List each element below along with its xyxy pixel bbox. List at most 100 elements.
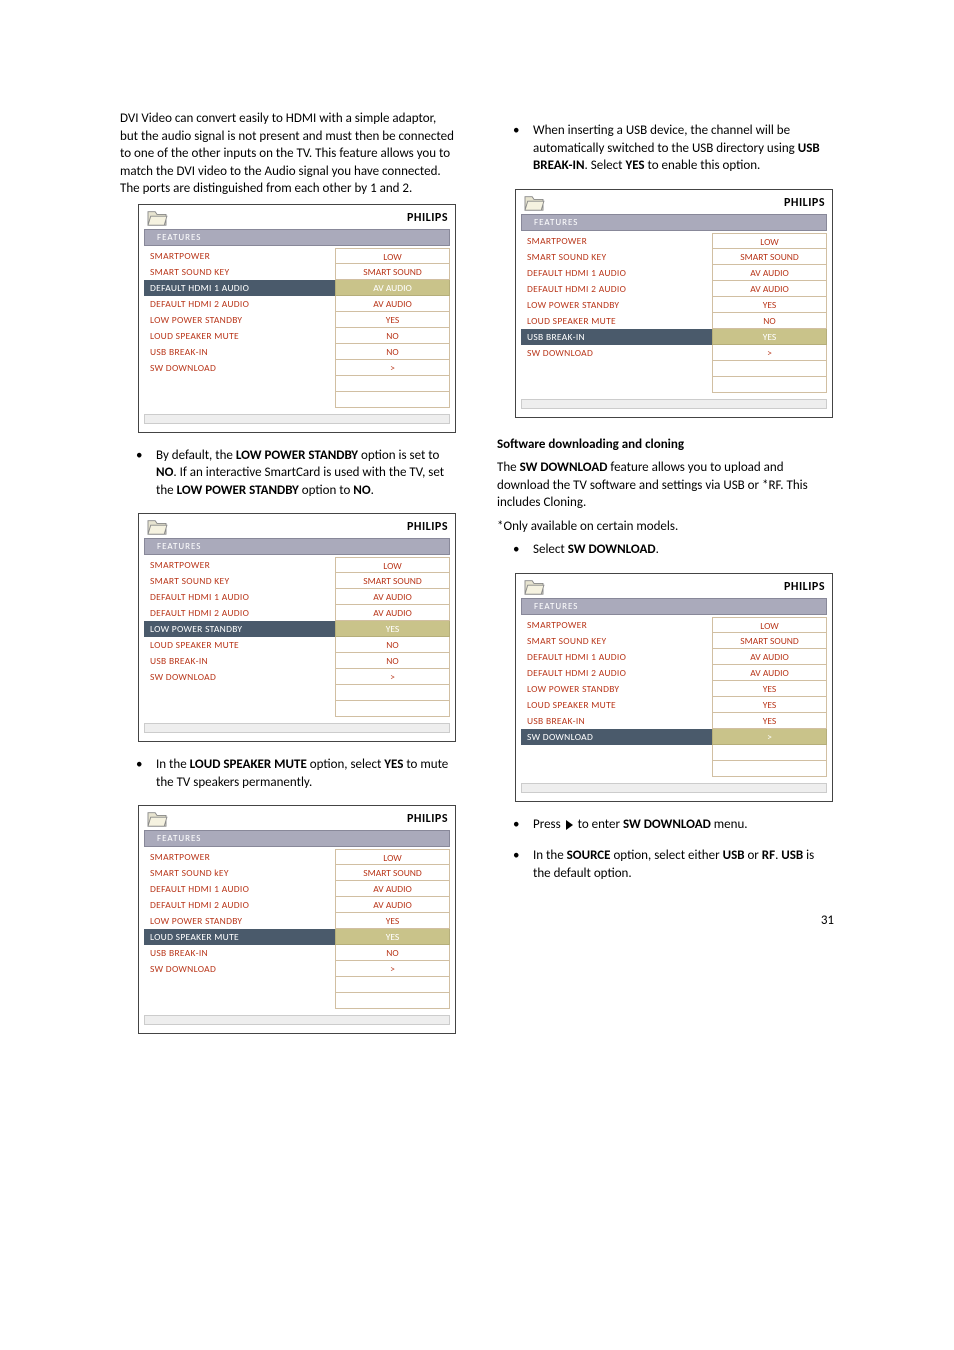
bullet-dot: • [513,122,519,175]
folder-icon [146,209,168,227]
menu-row-value: LOW [335,849,450,865]
menu-row-label: SW DOWNLOAD [144,360,335,376]
menu-row[interactable]: USB BREAK-INNO [144,945,450,961]
page-number: 31 [497,913,834,928]
menu-row[interactable]: SMART SOUND kEYSMART SOUND [144,865,450,881]
menu-row[interactable]: USB BREAK-INYES [521,329,827,345]
menu-row-label: SW DOWNLOAD [521,729,712,745]
menu-row[interactable]: LOW POWER STANDBYYES [144,913,450,929]
menu-row[interactable]: LOUD SPEAKER MUTENO [144,328,450,344]
menu-row[interactable]: LOUD SPEAKER MUTENO [521,313,827,329]
brand-label: PHILIPS [784,196,825,210]
menu-row-value: YES [335,621,450,637]
menu-row-value: YES [712,713,827,729]
brand-label: PHILIPS [407,211,448,225]
menu-row-value: NO [335,637,450,653]
features-bar: FEATURES [144,229,450,246]
bullet-dot: • [513,541,519,559]
menu-row-label: DEFAULT HDMI 2 AUDIO [144,605,335,621]
menu-row-label: SMARTPOWER [521,233,712,249]
menu-row-value: SMART SOUND [712,633,827,649]
menu-row-value: AV AUDIO [335,296,450,312]
menu-row[interactable]: DEFAULT HDMI 2 AUDIOAV AUDIO [521,281,827,297]
menu-row-value: YES [335,312,450,328]
menu-row[interactable]: SW DOWNLOAD> [144,961,450,977]
menu-row-value: > [335,669,450,685]
menu-row-value: > [335,360,450,376]
menu-row[interactable]: USB BREAK-INYES [521,713,827,729]
menu-rows: SMARTPOWERLOWSMART SOUND KEYSMART SOUNDD… [144,248,450,408]
menu-row-empty [144,977,450,993]
bullet-select-sw: • Select SW DOWNLOAD. [497,541,834,559]
menu-row-value: AV AUDIO [335,280,450,296]
menu-row-label: SW DOWNLOAD [144,669,335,685]
menu-row-value: SMART SOUND [335,865,450,881]
menu-row[interactable]: SMARTPOWERLOW [521,617,827,633]
menu-row[interactable]: SMARTPOWERLOW [521,233,827,249]
menu-row-label: SW DOWNLOAD [521,345,712,361]
menu-row-empty [521,761,827,777]
bullet-source: • In the SOURCE option, select either US… [497,847,834,882]
menu-rows: SMARTPOWERLOWSMART SOUND KEYSMART SOUNDD… [521,233,827,393]
menu-row[interactable]: LOUD SPEAKER MUTENO [144,637,450,653]
folder-icon [523,194,545,212]
menu-row[interactable]: DEFAULT HDMI 2 AUDIOAV AUDIO [144,296,450,312]
menu-bottom-bar [144,1015,450,1025]
menu-row[interactable]: DEFAULT HDMI 2 AUDIOAV AUDIO [144,605,450,621]
menu-row[interactable]: SW DOWNLOAD> [521,729,827,745]
menu-row-label: SMARTPOWER [144,849,335,865]
menu-row-value: YES [335,929,450,945]
menu-row-value: SMART SOUND [335,264,450,280]
menu-row-value: > [712,729,827,745]
menu-row[interactable]: DEFAULT HDMI 1 AUDIOAV AUDIO [144,280,450,296]
left-column: DVI Video can convert easily to HDMI wit… [120,110,457,1048]
menu-row[interactable]: USB BREAK-INNO [144,344,450,360]
menu-row[interactable]: DEFAULT HDMI 1 AUDIOAV AUDIO [521,265,827,281]
menu-row[interactable]: LOUD SPEAKER MUTEYES [144,929,450,945]
menu-row-empty [144,392,450,408]
menu-row-label: SMART SOUND KEY [144,264,335,280]
menu-row[interactable]: LOW POWER STANDBYYES [144,621,450,637]
menu-row-label: DEFAULT HDMI 2 AUDIO [521,665,712,681]
menu-row-label: LOW POWER STANDBY [144,312,335,328]
menu-row[interactable]: USB BREAK-INNO [144,653,450,669]
menu-row-label: LOW POWER STANDBY [144,913,335,929]
sw-paragraph: The SW DOWNLOAD feature allows you to up… [497,459,834,512]
menu-row[interactable]: LOW POWER STANDBYYES [521,681,827,697]
menu-row[interactable]: LOW POWER STANDBYYES [521,297,827,313]
menu-row[interactable]: SW DOWNLOAD> [144,669,450,685]
menu-row-value: AV AUDIO [712,649,827,665]
menu-row-value: AV AUDIO [335,881,450,897]
menu-row-label: SMART SOUND KEY [521,249,712,265]
menu-row-value: AV AUDIO [712,665,827,681]
subhead-software: Software downloading and cloning [497,436,834,454]
menu-row[interactable]: LOUD SPEAKER MUTEYES [521,697,827,713]
menu-row-value: AV AUDIO [712,281,827,297]
menu-row[interactable]: DEFAULT HDMI 2 AUDIOAV AUDIO [144,897,450,913]
menu-row[interactable]: DEFAULT HDMI 2 AUDIOAV AUDIO [521,665,827,681]
menu-row[interactable]: LOW POWER STANDBYYES [144,312,450,328]
menu-row[interactable]: DEFAULT HDMI 1 AUDIOAV AUDIO [144,589,450,605]
menu-row[interactable]: SMARTPOWERLOW [144,248,450,264]
menu-row[interactable]: SW DOWNLOAD> [144,360,450,376]
menu-row[interactable]: SMART SOUND KEYSMART SOUND [521,633,827,649]
menu-row[interactable]: SMARTPOWERLOW [144,849,450,865]
menu-header: PHILIPS [521,194,827,214]
menu-bottom-bar [521,783,827,793]
menu-row-value: LOW [712,617,827,633]
menu-row[interactable]: SMART SOUND KEYSMART SOUND [144,573,450,589]
menu-row-empty [521,377,827,393]
menu-row-value: AV AUDIO [712,265,827,281]
menu-row[interactable]: SMART SOUND KEYSMART SOUND [144,264,450,280]
menu-row-label: USB BREAK-IN [521,329,712,345]
menu-row-value: YES [712,297,827,313]
menu-row[interactable]: DEFAULT HDMI 1 AUDIOAV AUDIO [144,881,450,897]
menu-row[interactable]: SMART SOUND KEYSMART SOUND [521,249,827,265]
menu-row[interactable]: SW DOWNLOAD> [521,345,827,361]
intro-paragraph: DVI Video can convert easily to HDMI wit… [120,110,457,198]
menu-row[interactable]: SMARTPOWERLOW [144,557,450,573]
menu-row-value: AV AUDIO [335,589,450,605]
menu-bottom-bar [144,723,450,733]
menu-row[interactable]: DEFAULT HDMI 1 AUDIOAV AUDIO [521,649,827,665]
menu-row-label: DEFAULT HDMI 2 AUDIO [144,296,335,312]
